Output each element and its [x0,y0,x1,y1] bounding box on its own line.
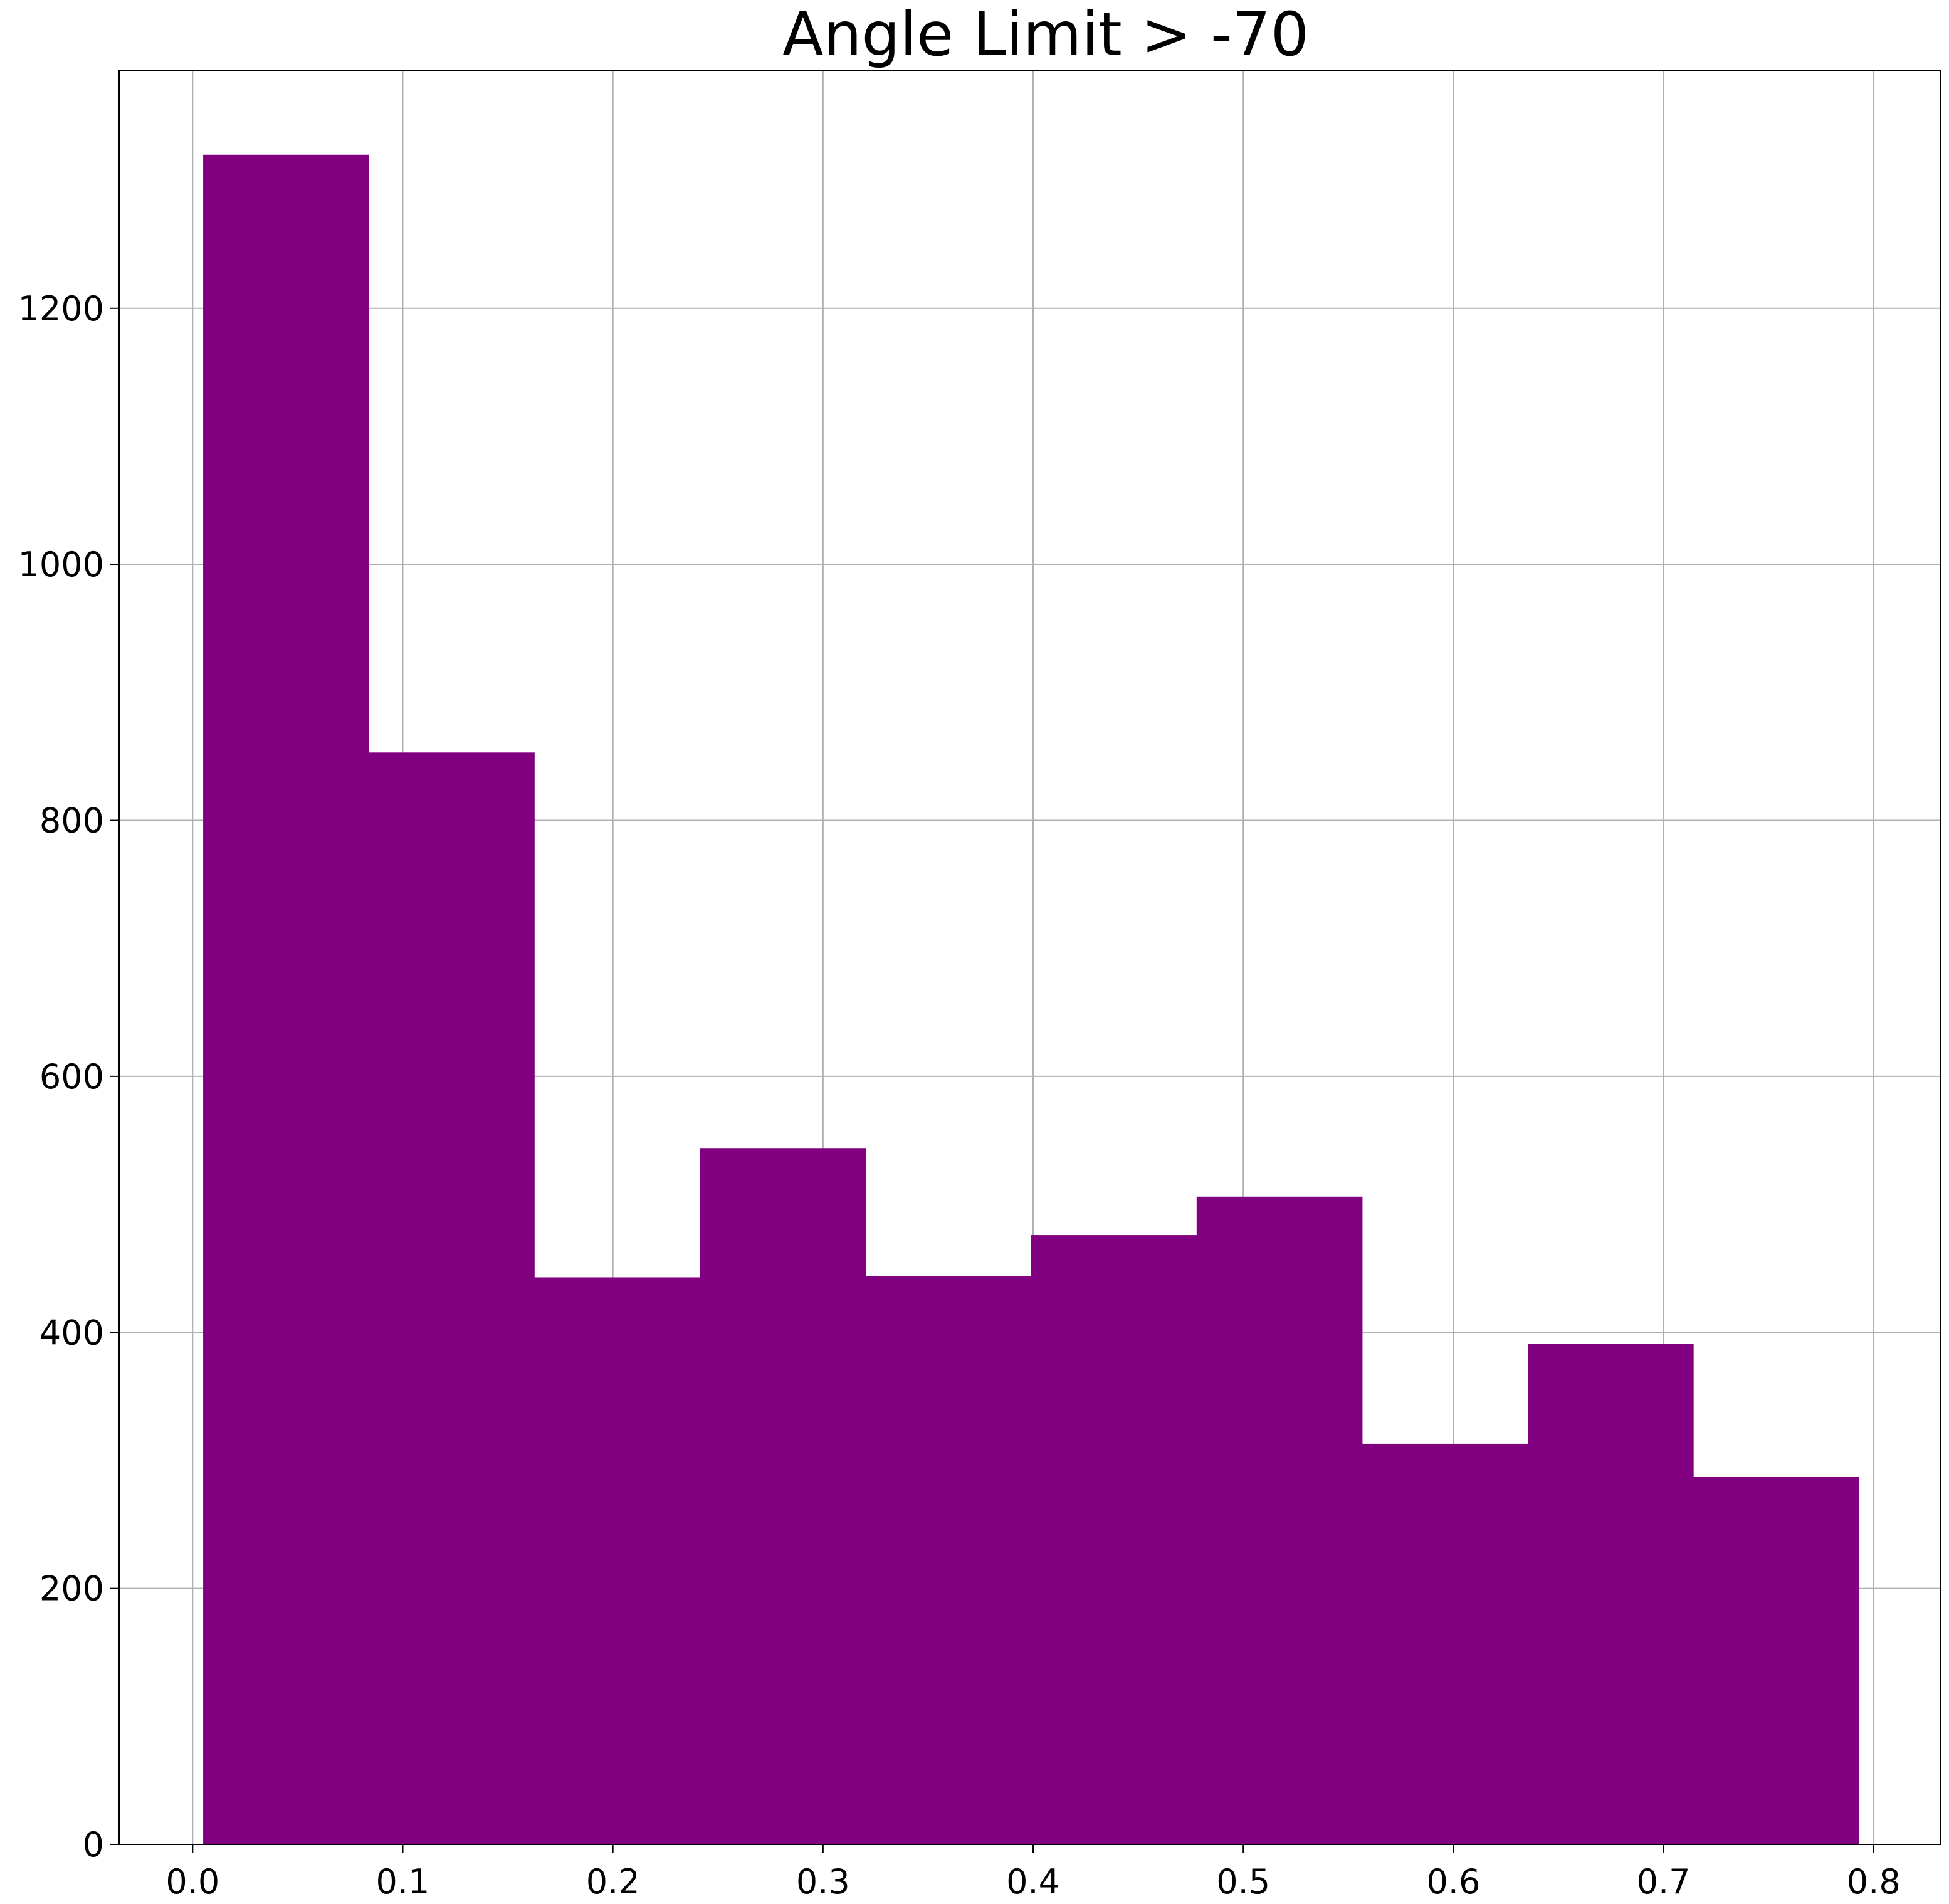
x-tick-label-8: 0.8 [1847,1862,1901,1901]
x-tick-label-3: 0.3 [796,1862,850,1901]
x-tick-label-5: 0.5 [1216,1862,1270,1901]
x-axis-ticks: 0.0 0.1 0.2 0.3 0.4 0.5 0.6 0.7 0.8 [165,1844,1901,1901]
histogram-bar-2 [534,1277,700,1844]
y-tick-label-1: 200 [39,1569,104,1609]
plot-area-frame [118,70,1941,1845]
y-tick-label-3: 600 [39,1057,104,1097]
x-tick-label-0: 0.0 [165,1862,219,1901]
chart-title: Angle Limit > -70 [782,0,1309,70]
y-tick-label-0: 0 [83,1825,104,1865]
histogram-bar-1 [369,752,535,1844]
histogram-bar-3 [700,1148,866,1844]
y-axis-ticks: 0 200 400 600 800 1000 1200 [18,289,119,1865]
histogram-bar-9 [1693,1476,1859,1844]
y-tick-label-6: 1200 [18,289,104,329]
y-tick-label-4: 800 [39,801,104,841]
histogram-bar-7 [1362,1443,1528,1844]
x-tick-label-1: 0.1 [376,1862,430,1901]
histogram-bar-4 [865,1276,1032,1844]
y-tick-label-2: 400 [39,1313,104,1352]
x-tick-label-7: 0.7 [1637,1862,1691,1901]
histogram-bars [203,154,1859,1844]
histogram-bar-6 [1196,1196,1363,1844]
x-tick-label-4: 0.4 [1006,1862,1060,1901]
x-tick-label-6: 0.6 [1426,1862,1480,1901]
histogram-bar-8 [1528,1344,1694,1844]
y-tick-label-5: 1000 [18,545,104,584]
histogram-bar-0 [203,154,369,1844]
x-tick-label-2: 0.2 [586,1862,640,1901]
histogram-bar-5 [1031,1235,1197,1844]
